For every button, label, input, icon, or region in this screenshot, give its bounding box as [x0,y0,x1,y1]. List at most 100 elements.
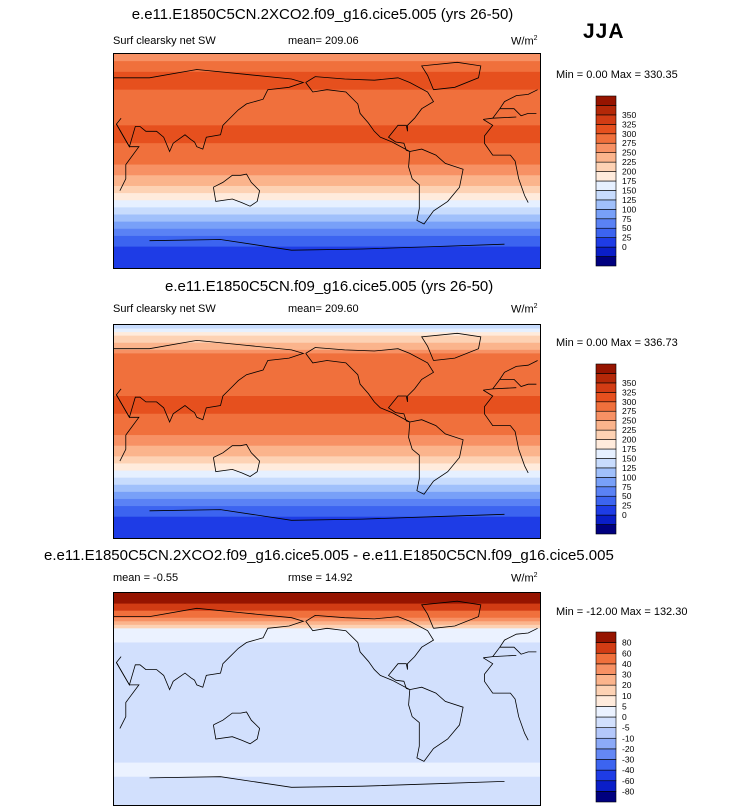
colorbar-swatch [595,695,617,707]
map-band [114,367,540,372]
map-band [114,513,540,518]
map-band [114,232,540,237]
map-band [114,210,540,216]
map-band [114,82,540,87]
colorbar-tick-label: 10 [622,691,632,701]
map-band [114,424,540,429]
map-band [114,488,540,493]
map-band [114,477,540,482]
colorbar-tick-label: 150 [622,453,636,463]
map-band [114,360,540,365]
colorbar-swatch [595,124,617,135]
colorbar-swatch [595,467,617,478]
map-band [114,385,540,390]
panel-2-units: W/m2 [511,303,538,316]
colorbar-swatch [595,524,617,535]
panel-3-rmse: rmse = 14.92 [288,572,353,584]
map-band [114,695,540,700]
map-band [114,481,540,486]
map-band [114,114,540,119]
colorbar-swatch [595,152,617,163]
colorbar-swatch [595,392,617,403]
colorbar-swatch [595,237,617,248]
coastline [149,239,505,251]
map-band [114,396,540,401]
map-band [114,681,540,686]
map-band [114,787,540,792]
map-band [114,143,540,148]
map-band [114,399,540,404]
map-band [114,646,540,651]
map-band [114,502,540,507]
map-band [114,741,540,746]
map-band [114,71,540,76]
panel-2-colorbar: 0 25 50 75 100 125 150 175 200 225 250 275 300 325 350 [595,363,655,536]
colorbar-swatch [595,780,617,792]
map-band [114,64,540,69]
map-band [114,603,540,608]
map-band [114,171,540,176]
colorbar-tick-label: 75 [622,214,632,224]
colorbar-swatch [595,227,617,238]
panel-3-colorbar: -80 -60 -40 -30 -20 -10 -5 0 5 10 20 30 40 60 80 [595,631,655,804]
colorbar-swatch [595,505,617,516]
coastline [149,776,505,788]
map-band [114,214,540,219]
map-band [114,427,540,433]
colorbar-tick-label: -40 [622,765,635,775]
map-band [114,371,540,376]
map-band [114,339,540,344]
coastline [421,61,482,91]
map-band [114,723,540,728]
colorbar-swatch [595,652,617,665]
map-band [114,175,540,180]
panel-2-mean: mean= 209.60 [288,303,359,315]
map-band [114,239,540,244]
colorbar-tick-label: 0 [622,712,627,722]
panel-3-mean: mean = -0.55 [113,572,179,584]
map-band [114,797,540,803]
map-band [114,431,540,436]
colorbar-swatch [595,133,617,144]
map-band [114,635,540,640]
colorbar-swatch [595,514,617,525]
map-band [114,674,540,679]
map-band [114,207,540,212]
panel-3-title: e.e11.E1850C5CN.2XCO2.f09_g16.cice5.005 … [44,547,614,564]
map-band [114,221,540,226]
map-band [114,257,540,262]
map-band [114,783,540,788]
map-band [114,766,540,771]
map-band [114,228,540,233]
map-band [114,103,540,109]
coastline [114,339,538,424]
map-band [114,737,540,742]
colorbar-swatch [595,420,617,431]
map-band [114,628,540,633]
panel-2-map-svg [114,325,540,538]
colorbar-tick-label: -10 [622,733,635,743]
colorbar-swatch [595,190,617,201]
map-band [114,663,540,668]
colorbar-tick-label: 300 [622,397,636,407]
map-band [114,378,540,383]
map-band [114,780,540,785]
map-band [114,54,540,59]
map-band [114,253,540,258]
map-band [114,403,540,408]
map-band [114,353,540,358]
map-band [114,161,540,166]
map-band [114,527,540,532]
map-band [114,150,540,155]
map-band [114,748,540,753]
coastline [213,173,261,207]
map-band [114,96,540,101]
coastline [114,69,538,153]
map-band [114,624,540,629]
colorbar-tick-label: -30 [622,755,635,765]
map-band [114,716,540,721]
colorbar-tick-label: 20 [622,680,632,690]
colorbar-tick-label: 100 [622,204,636,214]
colorbar-tick-label: 50 [622,223,632,233]
map-band [114,752,540,757]
